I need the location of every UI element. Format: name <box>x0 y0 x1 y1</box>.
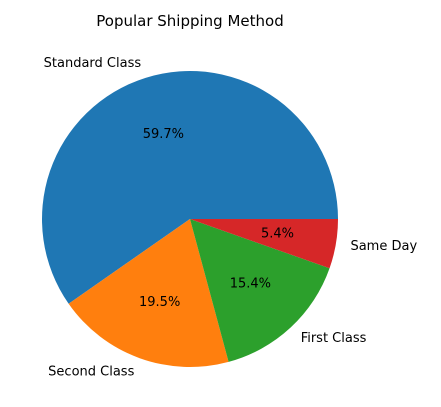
category-label-first-class: First Class <box>301 331 367 346</box>
percent-label-second-class: 19.5% <box>139 295 180 310</box>
chart-title: Popular Shipping Method <box>96 12 283 30</box>
category-label-same-day: Same Day <box>350 239 417 254</box>
percent-label-standard-class: 59.7% <box>143 127 184 142</box>
category-label-standard-class: Standard Class <box>44 56 142 71</box>
pie-slices <box>42 70 338 368</box>
pie-slice-same-day <box>190 219 338 269</box>
category-label-second-class: Second Class <box>48 365 134 380</box>
pie-slice-second-class <box>68 219 229 368</box>
percent-label-first-class: 15.4% <box>230 277 271 292</box>
percent-label-same-day: 5.4% <box>261 226 294 241</box>
pie-slice-first-class <box>190 219 330 362</box>
pie-labels: Standard Class 59.7% Second Class 19.5% Firs… <box>44 56 418 379</box>
pie-slice-standard-class <box>42 70 338 304</box>
